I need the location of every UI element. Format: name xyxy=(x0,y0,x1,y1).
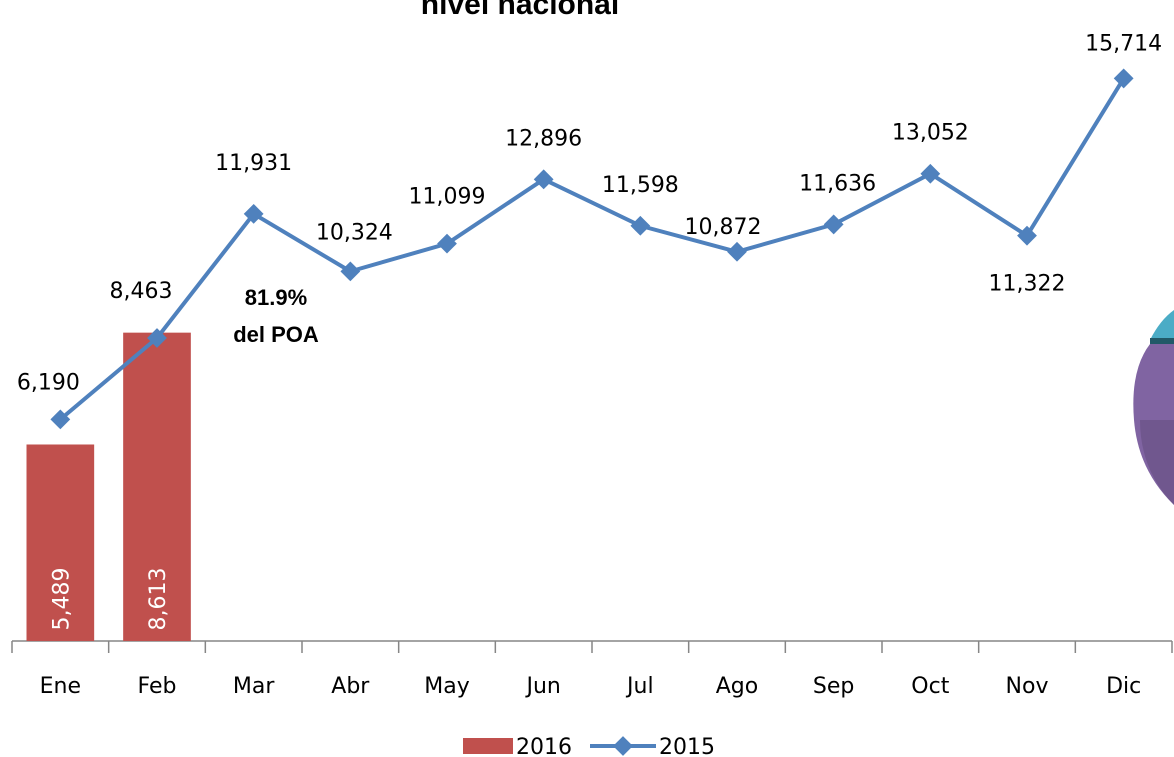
bar xyxy=(123,332,191,641)
marker xyxy=(340,261,361,282)
line-value-label: 8,463 xyxy=(110,279,173,304)
marker xyxy=(727,241,747,262)
x-tick-label: Ene xyxy=(40,674,81,699)
legend-marker xyxy=(613,736,633,756)
bar xyxy=(26,444,95,641)
x-tick-label: Mar xyxy=(233,674,275,699)
annotation: 81.9% xyxy=(245,285,307,310)
chart-title: nivel nacional xyxy=(421,0,619,21)
bar-value-label: 5,489 xyxy=(49,568,74,631)
line-value-label: 10,872 xyxy=(685,215,762,240)
pie-slice xyxy=(1150,310,1174,340)
legend-swatch xyxy=(463,738,513,754)
line-value-label: 11,598 xyxy=(602,173,679,198)
x-tick-label: Oct xyxy=(911,674,949,699)
legend-label: 2015 xyxy=(659,735,715,757)
x-tick-label: Jul xyxy=(625,674,654,699)
line-value-label: 11,636 xyxy=(799,171,876,196)
line-value-label: 11,099 xyxy=(409,185,486,210)
line-value-label: 11,322 xyxy=(989,272,1066,297)
x-tick-label: Dic xyxy=(1106,674,1141,699)
marker xyxy=(1113,68,1134,89)
annotation: del POA xyxy=(233,322,319,347)
line-value-label: 10,324 xyxy=(316,220,393,245)
x-tick-label: Ago xyxy=(716,674,758,699)
x-tick-label: Abr xyxy=(331,674,370,699)
marker xyxy=(437,233,457,254)
x-tick-label: Jun xyxy=(524,674,560,699)
marker xyxy=(50,409,71,430)
x-tick-label: Nov xyxy=(1006,674,1049,699)
pie-slice xyxy=(1150,338,1174,344)
line-value-label: 11,931 xyxy=(215,151,292,176)
marker xyxy=(823,214,844,235)
x-tick-label: May xyxy=(424,674,469,699)
x-tick-label: Feb xyxy=(138,674,177,699)
marker xyxy=(243,203,264,224)
marker xyxy=(920,163,941,184)
x-tick-label: Sep xyxy=(813,674,854,699)
marker xyxy=(630,215,651,236)
line xyxy=(59,77,1126,421)
marker xyxy=(1017,225,1037,246)
line-value-label: 15,714 xyxy=(1085,31,1162,56)
line-value-label: 12,896 xyxy=(505,126,582,151)
pie-slice xyxy=(1140,420,1174,505)
bar-value-label: 8,613 xyxy=(146,568,171,631)
line-value-label: 13,052 xyxy=(892,121,969,146)
legend-label: 2016 xyxy=(516,735,572,757)
line-value-label: 6,190 xyxy=(17,370,80,395)
marker xyxy=(147,328,167,348)
pie-fragment xyxy=(1133,310,1174,505)
